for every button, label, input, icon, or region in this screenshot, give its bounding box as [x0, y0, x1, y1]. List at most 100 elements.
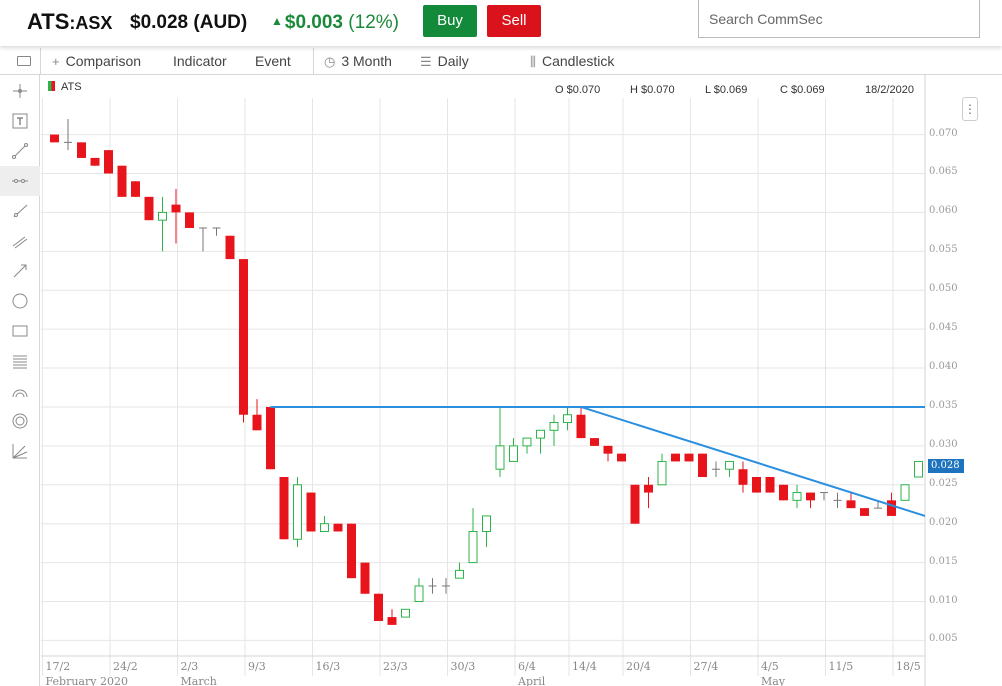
- candle-body-down: [185, 212, 194, 228]
- more-options-icon[interactable]: ⋮: [962, 97, 978, 121]
- y-tick-label: 0.070: [929, 127, 958, 139]
- change-value: $0.003: [284, 12, 344, 33]
- candle-body-down: [225, 235, 235, 260]
- x-tick-label: 27/4: [693, 660, 719, 673]
- price-change: ▲ $0.003 (12%): [271, 12, 399, 34]
- month-label: April: [518, 675, 546, 686]
- chart-toolbar: + Comparison Indicator Event ◷ 3 Month ☰ Da…: [0, 48, 1002, 121]
- ohlc-low: L $0.069: [705, 84, 748, 96]
- comparison-button[interactable]: + Comparison: [52, 53, 141, 69]
- fibonacci-icon[interactable]: [0, 346, 40, 376]
- candle-body-up: [549, 422, 559, 431]
- arc-icon[interactable]: [0, 376, 40, 406]
- ohlc-close: C $0.069: [780, 84, 825, 96]
- candle-body-down: [860, 508, 869, 516]
- y-tick-label: 0.005: [929, 633, 958, 645]
- candle-body-up: [914, 460, 923, 478]
- circle-icon[interactable]: [0, 286, 40, 316]
- candle-body-down: [387, 617, 397, 625]
- candle-body-down: [374, 593, 383, 621]
- candle-body-down: [104, 150, 113, 174]
- trend-line: [580, 406, 926, 517]
- chart-type-dropdown[interactable]: ⫼ Candlestick: [530, 53, 614, 70]
- gann-icon[interactable]: [0, 436, 40, 466]
- x-tick-label: 30/3: [450, 660, 476, 673]
- candle-body-up: [455, 569, 464, 579]
- y-tick-label: 0.045: [929, 322, 958, 334]
- candlestick-icon: ⫼: [530, 54, 536, 69]
- y-tick-label: 0.015: [929, 555, 958, 567]
- indicator-button[interactable]: Indicator: [173, 53, 227, 69]
- candle-body-up: [468, 530, 478, 564]
- candle-body-up: [657, 460, 667, 486]
- search-input[interactable]: [698, 0, 980, 38]
- x-tick-label: 23/3: [383, 660, 408, 673]
- rectangle-icon[interactable]: [0, 316, 40, 346]
- plus-icon: +: [52, 54, 60, 69]
- x-tick-label: 4/5: [761, 660, 779, 673]
- interval-dropdown[interactable]: ☰ Daily: [420, 53, 469, 70]
- last-price: $0.028 (AUD): [130, 12, 248, 33]
- candle-body-up: [725, 460, 734, 470]
- candle-body-down: [266, 406, 275, 470]
- last-price-tag: 0.028: [928, 459, 964, 473]
- candle-body-down: [333, 523, 343, 532]
- candle-body-down: [590, 438, 599, 446]
- candle-body-up: [536, 429, 545, 439]
- y-tick-label: 0.050: [929, 283, 958, 295]
- ray-icon[interactable]: [0, 166, 40, 196]
- candle-body-down: [644, 484, 653, 493]
- y-tick-label: 0.020: [929, 516, 958, 528]
- x-tick-label: 17/2: [45, 660, 71, 673]
- candle-body-down: [117, 165, 127, 197]
- y-tick-label: 0.025: [929, 477, 958, 489]
- candle-body-up: [495, 445, 505, 470]
- candle-body-down: [765, 477, 775, 493]
- x-tick-label: 14/4: [572, 660, 597, 673]
- text-icon[interactable]: [0, 106, 40, 136]
- range-dropdown[interactable]: ◷ 3 Month: [324, 53, 392, 70]
- candle-body-down: [347, 523, 356, 579]
- clock-icon: ◷: [324, 54, 336, 69]
- x-tick-label: 11/5: [828, 660, 854, 673]
- candle-body-down: [617, 453, 626, 462]
- exchange-code: :ASX: [69, 13, 113, 33]
- buy-button[interactable]: Buy: [423, 5, 477, 37]
- change-percent: (12%): [348, 12, 399, 33]
- candle-body-up: [509, 445, 518, 462]
- quote-header: ATS:ASX $0.028 (AUD) ▲ $0.003 (12%) Buy S…: [0, 0, 1002, 46]
- candle-body-down: [779, 484, 788, 501]
- candle-body-down: [738, 469, 748, 485]
- y-tick-label: 0.055: [929, 244, 958, 256]
- folder-icon[interactable]: [17, 56, 31, 66]
- candle-body-down: [306, 492, 316, 532]
- crosshair-icon[interactable]: [0, 76, 40, 106]
- y-tick-label: 0.065: [929, 166, 958, 178]
- candle-body-down: [279, 477, 289, 540]
- symbol-code: ATS: [27, 9, 70, 34]
- list-icon: ☰: [420, 54, 432, 69]
- x-tick-label: 9/3: [248, 660, 266, 673]
- trend-line-icon[interactable]: [0, 196, 40, 226]
- arrow-icon[interactable]: [0, 256, 40, 286]
- candle-body-down: [846, 500, 856, 509]
- event-button[interactable]: Event: [255, 53, 291, 69]
- candle-body-down: [77, 142, 86, 158]
- candle-body-down: [752, 477, 761, 493]
- spiral-icon[interactable]: [0, 406, 40, 436]
- channel-icon[interactable]: [0, 226, 40, 256]
- sell-button[interactable]: Sell: [487, 5, 541, 37]
- candle-body-up: [900, 484, 910, 501]
- candle-body-down: [603, 445, 613, 454]
- candle-body-down: [90, 157, 100, 166]
- ohlc-open: O $0.070: [555, 84, 601, 96]
- candle-body-down: [806, 492, 815, 501]
- drawing-tools-sidebar: [0, 75, 40, 686]
- candle-body-down: [239, 259, 248, 415]
- x-tick-label: 2/3: [180, 660, 199, 673]
- toolbar-divider: [40, 48, 41, 74]
- candle-body-down: [684, 453, 694, 462]
- line-segment-icon[interactable]: [0, 136, 40, 166]
- candle-body-up: [293, 484, 302, 540]
